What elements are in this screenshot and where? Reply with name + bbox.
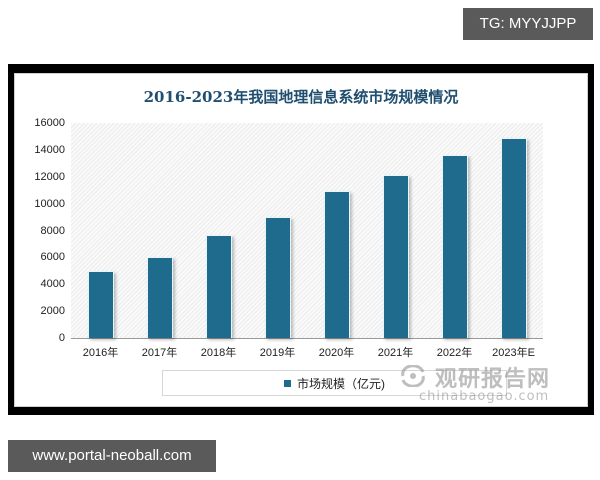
x-tick: 2017年 — [141, 347, 178, 359]
y-tick: 8000 — [40, 224, 65, 237]
y-tick: 2000 — [40, 305, 65, 318]
plot-area — [71, 123, 543, 339]
legend-label: 市场规模（亿元) — [297, 376, 385, 391]
y-tick: 0 — [58, 332, 65, 344]
legend: 市场规模（亿元) — [162, 370, 507, 396]
x-axis: 2016年 2017年 2018年 2019年 2020年 2021年 2022年 2023年… — [71, 344, 543, 360]
tg-badge: TG: MYYJJPP — [463, 8, 593, 40]
chart-frame: 2016-2023年我国地理信息系统市场规模情况 0 2000 4000 600… — [8, 64, 594, 415]
y-tick: 4000 — [40, 278, 65, 291]
chart-title: 2016-2023年我国地理信息系统市场规模情况 — [143, 88, 459, 106]
y-tick: 6000 — [40, 251, 65, 264]
bar — [146, 257, 173, 338]
bar — [323, 190, 350, 338]
bar — [264, 217, 291, 338]
bar — [382, 174, 409, 338]
x-tick: 2022年 — [436, 347, 473, 359]
legend-swatch — [284, 379, 291, 387]
bar — [441, 155, 468, 338]
y-tick: 14000 — [34, 143, 65, 156]
y-axis: 0 2000 4000 6000 8000 10000 12000 14000 … — [15, 117, 65, 344]
x-tick: 2018年 — [200, 347, 237, 359]
y-tick: 10000 — [34, 197, 65, 210]
bar — [87, 270, 114, 338]
bar — [500, 137, 527, 338]
x-tick: 2023年E — [492, 347, 535, 359]
x-tick: 2020年 — [318, 347, 355, 359]
x-tick: 2021年 — [377, 347, 414, 359]
y-tick: 16000 — [34, 117, 65, 129]
bar — [205, 235, 232, 338]
x-tick: 2019年 — [259, 347, 296, 359]
chart-panel: 2016-2023年我国地理信息系统市场规模情况 0 2000 4000 600… — [14, 73, 588, 407]
y-tick: 12000 — [34, 170, 65, 183]
x-tick: 2016年 — [82, 347, 119, 359]
url-badge: www.portal-neoball.com — [8, 440, 216, 472]
